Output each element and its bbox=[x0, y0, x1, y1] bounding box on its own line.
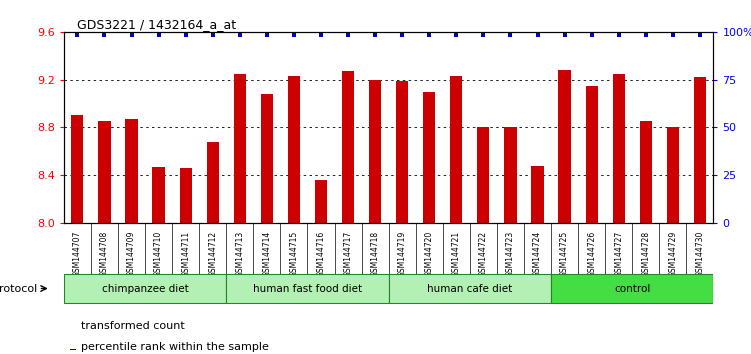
Text: GSM144724: GSM144724 bbox=[533, 231, 542, 277]
Text: GSM144722: GSM144722 bbox=[479, 231, 488, 277]
Text: GSM144711: GSM144711 bbox=[181, 231, 190, 277]
Text: GSM144707: GSM144707 bbox=[73, 231, 82, 278]
Text: human fast food diet: human fast food diet bbox=[253, 284, 362, 293]
Bar bbox=[559, 70, 571, 223]
Text: GSM144721: GSM144721 bbox=[452, 231, 461, 277]
Text: GSM144730: GSM144730 bbox=[695, 231, 704, 278]
Bar bbox=[613, 74, 625, 223]
Point bbox=[505, 32, 517, 38]
Text: GSM144720: GSM144720 bbox=[425, 231, 434, 277]
Point bbox=[125, 32, 137, 38]
Point bbox=[342, 32, 354, 38]
Point bbox=[424, 32, 436, 38]
Point bbox=[397, 32, 409, 38]
Text: GSM144727: GSM144727 bbox=[614, 231, 623, 277]
Point bbox=[234, 32, 246, 38]
Bar bbox=[261, 94, 273, 223]
Point bbox=[694, 32, 706, 38]
FancyBboxPatch shape bbox=[389, 274, 551, 303]
Point bbox=[667, 32, 679, 38]
Text: GSM144726: GSM144726 bbox=[587, 231, 596, 277]
Bar bbox=[667, 127, 679, 223]
Text: GSM144719: GSM144719 bbox=[398, 231, 407, 277]
Bar bbox=[640, 121, 652, 223]
Text: GSM144709: GSM144709 bbox=[127, 231, 136, 278]
Text: GSM144718: GSM144718 bbox=[370, 231, 379, 277]
Bar bbox=[207, 142, 219, 223]
Point bbox=[369, 32, 381, 38]
Bar bbox=[586, 86, 598, 223]
Text: human cafe diet: human cafe diet bbox=[427, 284, 512, 293]
Point bbox=[613, 32, 625, 38]
Text: GSM144716: GSM144716 bbox=[316, 231, 325, 277]
Text: GSM144725: GSM144725 bbox=[560, 231, 569, 277]
Text: GSM144723: GSM144723 bbox=[506, 231, 515, 277]
Text: control: control bbox=[614, 284, 650, 293]
Bar bbox=[369, 80, 382, 223]
Text: GDS3221 / 1432164_a_at: GDS3221 / 1432164_a_at bbox=[77, 18, 236, 31]
Text: protocol: protocol bbox=[0, 284, 38, 293]
Point bbox=[71, 32, 83, 38]
Bar bbox=[478, 127, 490, 223]
Text: GSM144713: GSM144713 bbox=[235, 231, 244, 277]
Point bbox=[261, 32, 273, 38]
Text: percentile rank within the sample: percentile rank within the sample bbox=[81, 342, 269, 352]
Point bbox=[98, 32, 110, 38]
Bar bbox=[450, 76, 463, 223]
Bar bbox=[532, 166, 544, 223]
Text: GSM144714: GSM144714 bbox=[262, 231, 271, 277]
Text: GSM144717: GSM144717 bbox=[343, 231, 352, 277]
Bar bbox=[152, 167, 164, 223]
Point bbox=[532, 32, 544, 38]
Text: GSM144715: GSM144715 bbox=[289, 231, 298, 277]
Bar bbox=[71, 115, 83, 223]
Point bbox=[179, 32, 192, 38]
Point bbox=[315, 32, 327, 38]
Bar bbox=[179, 168, 192, 223]
Bar bbox=[396, 81, 409, 223]
FancyBboxPatch shape bbox=[226, 274, 389, 303]
Point bbox=[478, 32, 490, 38]
Bar bbox=[71, 349, 76, 350]
Bar bbox=[288, 76, 300, 223]
Point bbox=[586, 32, 598, 38]
Point bbox=[288, 32, 300, 38]
Text: GSM144728: GSM144728 bbox=[641, 231, 650, 277]
FancyBboxPatch shape bbox=[64, 274, 226, 303]
Text: chimpanzee diet: chimpanzee diet bbox=[101, 284, 189, 293]
FancyBboxPatch shape bbox=[551, 274, 713, 303]
Bar bbox=[98, 121, 110, 223]
Bar bbox=[694, 77, 706, 223]
Point bbox=[559, 32, 571, 38]
Bar bbox=[423, 92, 436, 223]
Point bbox=[207, 32, 219, 38]
Text: transformed count: transformed count bbox=[81, 321, 185, 331]
Bar bbox=[125, 119, 137, 223]
Bar bbox=[342, 71, 354, 223]
Text: GSM144729: GSM144729 bbox=[668, 231, 677, 277]
Point bbox=[640, 32, 652, 38]
Bar bbox=[234, 74, 246, 223]
Text: GSM144708: GSM144708 bbox=[100, 231, 109, 277]
Point bbox=[152, 32, 164, 38]
Text: GSM144712: GSM144712 bbox=[208, 231, 217, 277]
Bar bbox=[315, 180, 327, 223]
Bar bbox=[505, 127, 517, 223]
Text: GSM144710: GSM144710 bbox=[154, 231, 163, 277]
Point bbox=[451, 32, 463, 38]
